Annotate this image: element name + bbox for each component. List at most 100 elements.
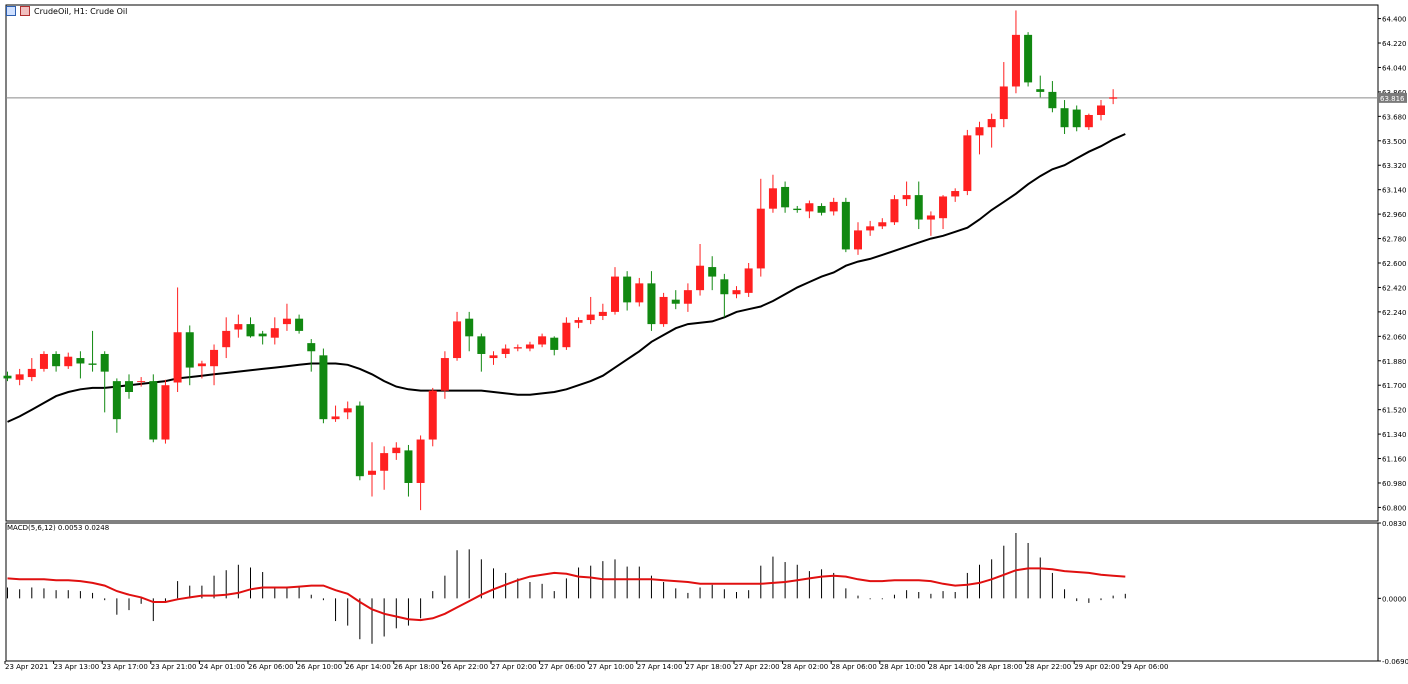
candle[interactable] <box>368 442 376 497</box>
chart-menu-icon[interactable] <box>6 6 16 16</box>
candle[interactable] <box>623 271 632 311</box>
candle[interactable] <box>161 379 170 444</box>
candle[interactable] <box>149 374 158 443</box>
candle[interactable] <box>477 333 486 372</box>
candle[interactable] <box>76 351 85 379</box>
candle[interactable] <box>683 283 692 312</box>
candle[interactable] <box>489 351 498 365</box>
candle[interactable] <box>939 195 948 230</box>
candle[interactable] <box>1048 81 1057 113</box>
candle[interactable] <box>902 181 911 206</box>
candle[interactable] <box>428 387 437 447</box>
candle[interactable] <box>1024 32 1033 87</box>
candle[interactable] <box>258 330 267 345</box>
candle[interactable] <box>854 222 862 255</box>
candle[interactable] <box>282 303 291 331</box>
candle[interactable] <box>878 218 887 230</box>
candle[interactable] <box>465 311 474 352</box>
candle[interactable] <box>1036 75 1045 98</box>
candle[interactable] <box>805 200 814 219</box>
candle[interactable] <box>744 263 753 297</box>
candle[interactable] <box>222 317 231 359</box>
candle[interactable] <box>210 344 219 386</box>
candle[interactable] <box>781 181 790 213</box>
candle[interactable] <box>307 339 316 372</box>
candle[interactable] <box>1011 10 1020 94</box>
candle-body <box>841 201 850 250</box>
candle[interactable] <box>1060 100 1069 134</box>
candle[interactable] <box>562 317 571 350</box>
candle[interactable] <box>550 336 559 356</box>
candle[interactable] <box>112 378 121 433</box>
candle[interactable] <box>914 181 923 230</box>
candle[interactable] <box>197 360 206 379</box>
time-axis-label: 23 Apr 21:00 <box>151 663 197 671</box>
candle[interactable] <box>635 277 644 307</box>
candle[interactable] <box>88 330 97 372</box>
candle[interactable] <box>3 371 12 382</box>
candle[interactable] <box>440 351 449 399</box>
candle[interactable] <box>975 121 984 155</box>
candle[interactable] <box>756 178 765 277</box>
candle[interactable] <box>380 446 389 490</box>
candle[interactable] <box>173 287 182 392</box>
candle[interactable] <box>137 377 146 387</box>
candle[interactable] <box>963 129 972 196</box>
candle[interactable] <box>453 311 462 361</box>
candle[interactable] <box>331 405 340 422</box>
candle[interactable] <box>817 203 826 216</box>
candle[interactable] <box>671 290 680 310</box>
candle[interactable] <box>416 435 425 511</box>
candle[interactable] <box>598 303 607 321</box>
candle[interactable] <box>696 243 705 296</box>
candle[interactable] <box>1084 113 1093 130</box>
candle[interactable] <box>951 188 960 202</box>
candle[interactable] <box>39 351 48 372</box>
candle[interactable] <box>611 267 619 315</box>
candle[interactable] <box>841 197 850 253</box>
candle[interactable] <box>586 296 595 325</box>
candle[interactable] <box>987 113 996 148</box>
candle[interactable] <box>720 273 729 318</box>
candle[interactable] <box>793 205 802 213</box>
candle[interactable] <box>999 62 1008 128</box>
candle[interactable] <box>829 197 838 216</box>
candle[interactable] <box>866 220 875 236</box>
candle[interactable] <box>15 368 24 386</box>
candle[interactable] <box>185 325 194 386</box>
candle[interactable] <box>513 344 522 352</box>
candle[interactable] <box>100 351 109 413</box>
candle[interactable] <box>343 401 352 420</box>
candle[interactable] <box>234 314 243 338</box>
candle[interactable] <box>890 195 899 225</box>
candle[interactable] <box>319 348 328 424</box>
candle[interactable] <box>926 211 935 236</box>
candle[interactable] <box>1097 100 1105 121</box>
time-axis-label: 29 Apr 06:00 <box>1123 663 1169 671</box>
candle[interactable] <box>392 442 401 460</box>
candle[interactable] <box>270 317 279 345</box>
candle[interactable] <box>1109 89 1118 105</box>
candle[interactable] <box>501 344 510 359</box>
candle[interactable] <box>27 358 36 382</box>
candle[interactable] <box>1072 105 1081 132</box>
candle[interactable] <box>647 271 656 331</box>
candle[interactable] <box>732 286 741 299</box>
candle[interactable] <box>768 174 777 213</box>
candle[interactable] <box>708 256 717 291</box>
candle[interactable] <box>525 341 534 352</box>
candle[interactable] <box>355 401 364 481</box>
candle[interactable] <box>52 351 61 372</box>
candle[interactable] <box>404 444 413 497</box>
candle[interactable] <box>295 314 304 334</box>
chart-type-icon[interactable] <box>20 6 30 16</box>
candle-body <box>756 208 765 269</box>
candle[interactable] <box>659 292 668 327</box>
candle[interactable] <box>246 317 255 338</box>
candle[interactable] <box>125 374 133 399</box>
candle[interactable] <box>64 352 73 369</box>
candle[interactable] <box>574 317 583 329</box>
candle[interactable] <box>538 333 547 348</box>
